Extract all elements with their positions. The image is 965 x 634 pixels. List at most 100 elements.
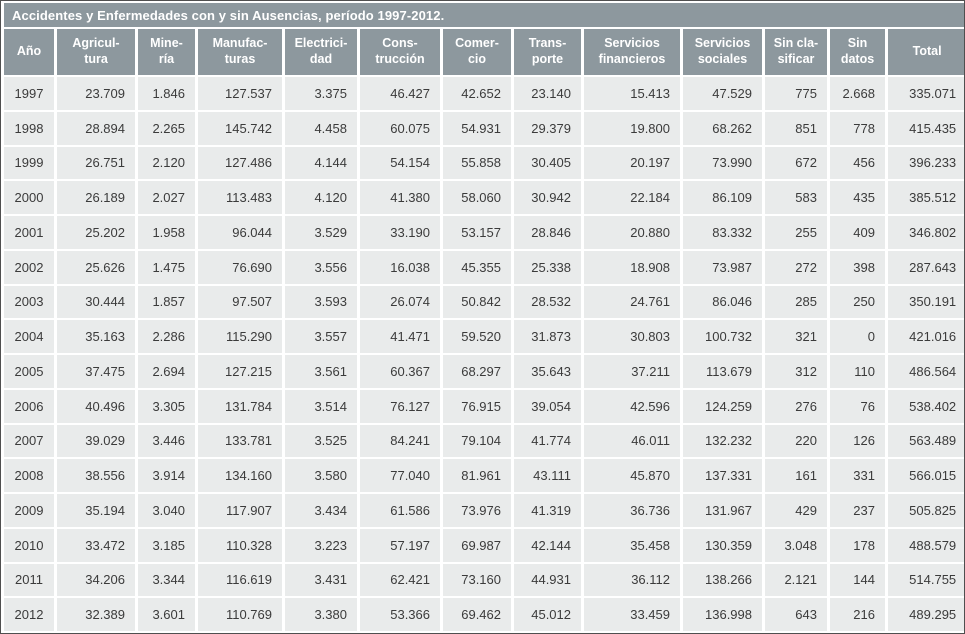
value-cell: 34.206 bbox=[57, 563, 135, 597]
value-cell: 73.987 bbox=[683, 250, 762, 284]
value-cell: 32.389 bbox=[57, 598, 135, 631]
value-cell: 488.579 bbox=[888, 528, 964, 562]
value-cell: 851 bbox=[765, 111, 827, 145]
value-cell: 113.679 bbox=[683, 355, 762, 388]
value-cell: 133.781 bbox=[198, 424, 282, 458]
value-cell: 3.380 bbox=[285, 598, 357, 631]
value-cell: 3.446 bbox=[138, 424, 195, 458]
value-cell: 30.942 bbox=[514, 181, 581, 214]
value-cell: 31.873 bbox=[514, 320, 581, 353]
value-cell: 350.191 bbox=[888, 285, 964, 319]
value-cell: 42.144 bbox=[514, 528, 581, 562]
value-cell: 346.802 bbox=[888, 216, 964, 249]
value-cell: 335.071 bbox=[888, 77, 964, 110]
table-row: 2002 25.626 1.475 76.690 3.556 16.038 45.355 25… bbox=[4, 250, 964, 284]
value-cell: 35.458 bbox=[584, 528, 680, 562]
table-title: Accidentes y Enfermedades con y sin Ause… bbox=[4, 3, 964, 27]
value-cell: 60.367 bbox=[360, 355, 440, 388]
column-header-12: Total bbox=[888, 29, 964, 75]
value-cell: 3.305 bbox=[138, 389, 195, 423]
value-cell: 76.915 bbox=[443, 389, 511, 423]
value-cell: 486.564 bbox=[888, 355, 964, 388]
value-cell: 1.475 bbox=[138, 250, 195, 284]
column-header-6: Comer- cio bbox=[443, 29, 511, 75]
value-cell: 3.514 bbox=[285, 389, 357, 423]
value-cell: 312 bbox=[765, 355, 827, 388]
value-cell: 36.112 bbox=[584, 563, 680, 597]
value-cell: 30.803 bbox=[584, 320, 680, 353]
value-cell: 33.459 bbox=[584, 598, 680, 631]
column-header-4: Electrici- dad bbox=[285, 29, 357, 75]
year-cell: 2007 bbox=[4, 424, 54, 458]
value-cell: 250 bbox=[830, 285, 885, 319]
value-cell: 29.379 bbox=[514, 111, 581, 145]
table-row: 2005 37.475 2.694 127.215 3.561 60.367 68.297 3… bbox=[4, 355, 964, 388]
value-cell: 3.344 bbox=[138, 563, 195, 597]
value-cell: 84.241 bbox=[360, 424, 440, 458]
value-cell: 15.413 bbox=[584, 77, 680, 110]
value-cell: 1.846 bbox=[138, 77, 195, 110]
value-cell: 33.472 bbox=[57, 528, 135, 562]
value-cell: 276 bbox=[765, 389, 827, 423]
value-cell: 96.044 bbox=[198, 216, 282, 249]
table-row: 2004 35.163 2.286 115.290 3.557 41.471 59.520 3… bbox=[4, 320, 964, 353]
value-cell: 110.769 bbox=[198, 598, 282, 631]
value-cell: 57.197 bbox=[360, 528, 440, 562]
value-cell: 398 bbox=[830, 250, 885, 284]
value-cell: 117.907 bbox=[198, 494, 282, 527]
value-cell: 237 bbox=[830, 494, 885, 527]
value-cell: 36.736 bbox=[584, 494, 680, 527]
value-cell: 3.914 bbox=[138, 459, 195, 492]
value-cell: 127.537 bbox=[198, 77, 282, 110]
value-cell: 45.012 bbox=[514, 598, 581, 631]
value-cell: 216 bbox=[830, 598, 885, 631]
value-cell: 3.580 bbox=[285, 459, 357, 492]
value-cell: 505.825 bbox=[888, 494, 964, 527]
value-cell: 126 bbox=[830, 424, 885, 458]
value-cell: 131.784 bbox=[198, 389, 282, 423]
value-cell: 3.593 bbox=[285, 285, 357, 319]
value-cell: 35.163 bbox=[57, 320, 135, 353]
value-cell: 83.332 bbox=[683, 216, 762, 249]
value-cell: 62.421 bbox=[360, 563, 440, 597]
value-cell: 287.643 bbox=[888, 250, 964, 284]
column-header-1: Agricul- tura bbox=[57, 29, 135, 75]
value-cell: 30.444 bbox=[57, 285, 135, 319]
value-cell: 69.462 bbox=[443, 598, 511, 631]
column-header-8: Servicios financieros bbox=[584, 29, 680, 75]
value-cell: 144 bbox=[830, 563, 885, 597]
table-row: 2008 38.556 3.914 134.160 3.580 77.040 81.961 4… bbox=[4, 459, 964, 492]
value-cell: 79.104 bbox=[443, 424, 511, 458]
value-cell: 272 bbox=[765, 250, 827, 284]
value-cell: 73.160 bbox=[443, 563, 511, 597]
value-cell: 20.197 bbox=[584, 146, 680, 180]
value-cell: 46.427 bbox=[360, 77, 440, 110]
year-cell: 2008 bbox=[4, 459, 54, 492]
column-header-5: Cons- trucción bbox=[360, 29, 440, 75]
table-row: 1997 23.709 1.846 127.537 3.375 46.427 42.652 2… bbox=[4, 77, 964, 110]
value-cell: 26.074 bbox=[360, 285, 440, 319]
table-row: 2000 26.189 2.027 113.483 4.120 41.380 58.060 3… bbox=[4, 181, 964, 214]
value-cell: 19.800 bbox=[584, 111, 680, 145]
value-cell: 45.355 bbox=[443, 250, 511, 284]
year-cell: 2009 bbox=[4, 494, 54, 527]
value-cell: 137.331 bbox=[683, 459, 762, 492]
value-cell: 1.958 bbox=[138, 216, 195, 249]
value-cell: 16.038 bbox=[360, 250, 440, 284]
value-cell: 46.011 bbox=[584, 424, 680, 458]
value-cell: 37.475 bbox=[57, 355, 135, 388]
value-cell: 77.040 bbox=[360, 459, 440, 492]
value-cell: 39.029 bbox=[57, 424, 135, 458]
value-cell: 456 bbox=[830, 146, 885, 180]
value-cell: 41.380 bbox=[360, 181, 440, 214]
value-cell: 3.048 bbox=[765, 528, 827, 562]
value-cell: 43.111 bbox=[514, 459, 581, 492]
value-cell: 23.709 bbox=[57, 77, 135, 110]
value-cell: 3.431 bbox=[285, 563, 357, 597]
value-cell: 321 bbox=[765, 320, 827, 353]
value-cell: 44.931 bbox=[514, 563, 581, 597]
table-row: 2011 34.206 3.344 116.619 3.431 62.421 73.160 4… bbox=[4, 563, 964, 597]
value-cell: 385.512 bbox=[888, 181, 964, 214]
value-cell: 110 bbox=[830, 355, 885, 388]
